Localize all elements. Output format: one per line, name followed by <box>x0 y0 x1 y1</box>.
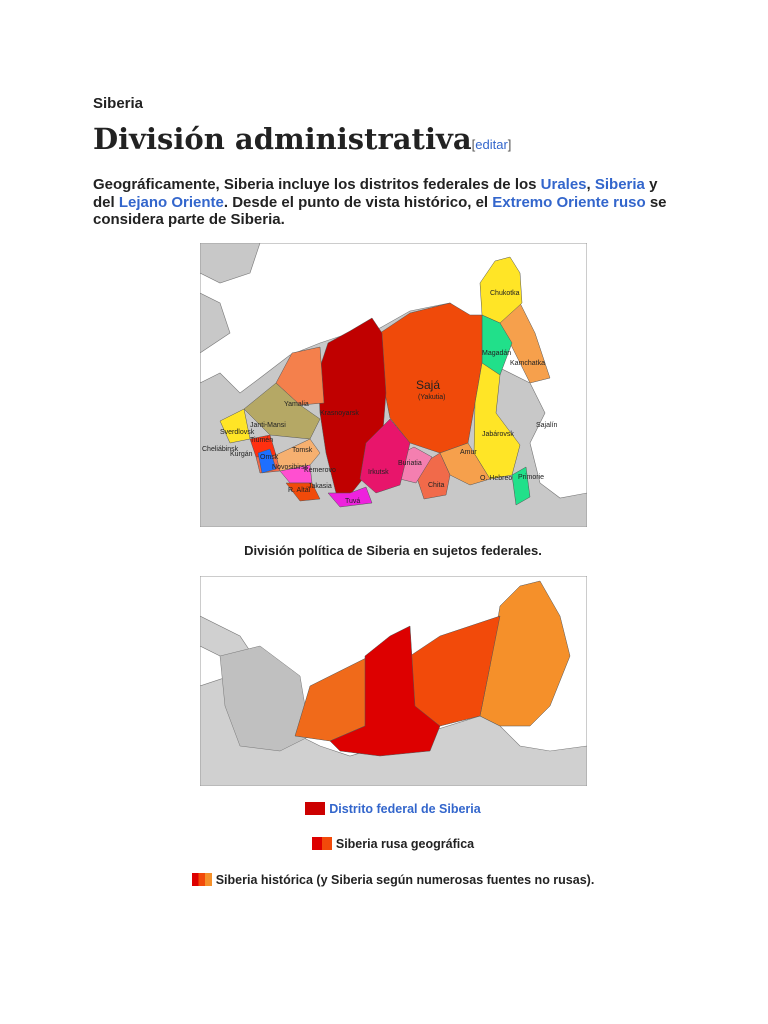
region <box>257 448 277 474</box>
map-label: Primorie <box>518 474 544 481</box>
text: y del <box>93 176 658 211</box>
link[interactable]: Lejano Oriente <box>118 193 224 211</box>
text: se considera parte de Siberia. <box>93 193 667 229</box>
map-label: Cheliábinsk <box>202 446 239 453</box>
region <box>327 486 373 508</box>
map-label: Omsk <box>260 454 279 461</box>
map-label: Yamalia <box>284 401 309 408</box>
text: Geográficamente, Siberia incluye los dis… <box>93 176 541 193</box>
text: , <box>586 176 595 193</box>
text: . Desde el punto de vista histórico, el <box>223 193 493 211</box>
legend-swatch <box>305 802 326 815</box>
link[interactable]: Urales <box>540 176 587 193</box>
link[interactable]: Extremo Oriente ruso <box>492 193 646 211</box>
map-label: Sajá <box>416 378 440 392</box>
site-name: Siberia <box>93 95 144 112</box>
edit-section: [editar] <box>472 137 512 152</box>
map-label: Irkutsk <box>368 469 389 476</box>
legend-item: Distrito federal de Siberia <box>0 802 768 816</box>
map-label: Chukotka <box>490 290 520 297</box>
map-label: (Yakutia) <box>418 394 446 401</box>
heading-title: División administrativa <box>93 122 472 156</box>
region <box>511 466 531 506</box>
legend-text: Siberia rusa geográfica <box>335 837 475 851</box>
legend-swatch <box>191 873 212 886</box>
bracket: ] <box>507 137 512 152</box>
section-heading: División administrativa[editar] <box>93 122 511 156</box>
map-label: Jakasia <box>308 483 332 490</box>
map-label: O. Hebreo <box>480 475 512 482</box>
region <box>275 438 321 472</box>
map-label: Amur <box>460 449 477 456</box>
map-label: Tuvá <box>345 498 360 505</box>
legend-text: Siberia histórica (y Siberia según numer… <box>215 873 595 887</box>
map-label: Magadán <box>482 350 511 357</box>
region <box>285 482 321 502</box>
map-label: Janti-Mansi <box>250 422 286 429</box>
map-label: Kemerovo <box>304 467 336 474</box>
map-caption: División política de Siberia en sujetos … <box>244 543 542 558</box>
legend-item: Siberia rusa geográfica <box>0 837 768 851</box>
land <box>219 645 311 752</box>
map-label: Kamchatka <box>510 360 545 367</box>
map-siberia-definitions <box>200 576 587 786</box>
map-label: Sajalín <box>536 422 558 429</box>
map-label: Tomsk <box>292 447 313 454</box>
link[interactable]: Siberia <box>594 176 645 193</box>
map-label: Chita <box>428 482 444 489</box>
paragraph: Geográficamente, Siberia incluye los dis… <box>93 176 673 229</box>
map-label: Jabárovsk <box>482 431 514 438</box>
map-federal-subjects: Chukotka Magadán Kamchatka Sajá (Yakutia) Saj… <box>200 243 587 527</box>
bracket: [ <box>471 137 476 152</box>
legend-swatch <box>311 837 332 850</box>
map-label: Tiumén <box>250 437 273 444</box>
map-label: Krasnoyarsk <box>320 410 359 417</box>
legend-link[interactable]: Distrito federal de Siberia <box>329 802 481 816</box>
region <box>329 625 441 757</box>
land <box>200 243 261 284</box>
legend-item: Siberia histórica (y Siberia según numer… <box>0 873 768 887</box>
region <box>359 418 411 494</box>
map-label: Buriatia <box>398 460 422 467</box>
map-label: Novosibirsk <box>272 464 309 471</box>
map-label: Kurgán <box>230 451 253 458</box>
map-label: R. Altái <box>288 487 311 494</box>
map-label: Sverdlovsk <box>220 429 255 436</box>
edit-link[interactable]: editar <box>475 137 508 152</box>
